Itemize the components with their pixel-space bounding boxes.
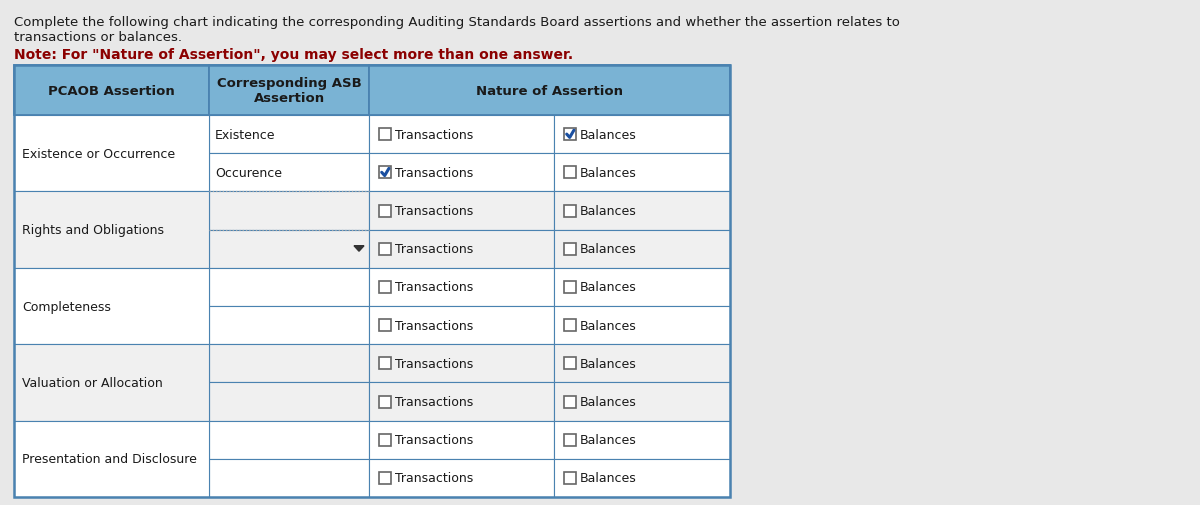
Bar — [379, 434, 391, 446]
Bar — [564, 281, 576, 293]
Text: Balances: Balances — [580, 433, 637, 446]
Bar — [379, 129, 391, 141]
Bar — [209, 344, 370, 383]
Bar — [379, 167, 391, 179]
Bar — [14, 66, 209, 116]
Bar — [379, 396, 391, 408]
Polygon shape — [354, 246, 364, 251]
Text: Transactions: Transactions — [395, 357, 473, 370]
Bar — [370, 154, 554, 192]
Bar — [370, 307, 554, 344]
Text: Existence: Existence — [215, 128, 276, 141]
Bar — [564, 434, 576, 446]
Bar — [564, 358, 576, 370]
Text: Balances: Balances — [580, 319, 637, 332]
Bar — [554, 154, 730, 192]
Text: Occurence: Occurence — [215, 167, 282, 179]
Bar — [14, 116, 209, 192]
Bar — [564, 396, 576, 408]
Bar — [370, 116, 554, 154]
Bar — [209, 459, 370, 497]
Text: Note: For "Nature of Assertion", you may select more than one answer.: Note: For "Nature of Assertion", you may… — [14, 48, 574, 62]
Bar — [14, 268, 209, 344]
Bar — [370, 268, 554, 307]
Text: Transactions: Transactions — [395, 205, 473, 218]
Bar — [554, 268, 730, 307]
Text: Balances: Balances — [580, 281, 637, 294]
Text: Balances: Balances — [580, 472, 637, 484]
Bar — [554, 192, 730, 230]
Text: Corresponding ASB
Assertion: Corresponding ASB Assertion — [217, 77, 361, 105]
Bar — [379, 205, 391, 217]
Text: Rights and Obligations: Rights and Obligations — [22, 224, 164, 237]
Text: Balances: Balances — [580, 395, 637, 408]
Text: Balances: Balances — [580, 128, 637, 141]
Bar — [209, 383, 370, 421]
Text: Transactions: Transactions — [395, 167, 473, 179]
Text: Existence or Occurrence: Existence or Occurrence — [22, 147, 175, 161]
Bar — [209, 192, 370, 230]
Text: Balances: Balances — [580, 205, 637, 218]
Text: Transactions: Transactions — [395, 128, 473, 141]
Text: PCAOB Assertion: PCAOB Assertion — [48, 84, 175, 97]
Bar — [370, 383, 554, 421]
Text: Valuation or Allocation: Valuation or Allocation — [22, 376, 163, 389]
Text: Complete the following chart indicating the corresponding Auditing Standards Boa: Complete the following chart indicating … — [14, 16, 900, 29]
Bar — [564, 243, 576, 255]
Text: transactions or balances.: transactions or balances. — [14, 31, 182, 44]
Text: Balances: Balances — [580, 243, 637, 256]
Bar — [554, 307, 730, 344]
Bar — [379, 358, 391, 370]
Bar — [370, 66, 730, 116]
Bar — [209, 230, 370, 268]
Bar — [370, 344, 554, 383]
Bar — [209, 268, 370, 307]
Bar — [379, 320, 391, 331]
Bar — [379, 281, 391, 293]
Bar — [14, 344, 209, 421]
Bar — [554, 116, 730, 154]
Bar — [209, 116, 370, 154]
Bar — [379, 243, 391, 255]
Bar — [554, 421, 730, 459]
Text: Completeness: Completeness — [22, 300, 110, 313]
Text: Transactions: Transactions — [395, 319, 473, 332]
Bar — [14, 192, 209, 268]
Bar — [564, 205, 576, 217]
Text: Presentation and Disclosure: Presentation and Disclosure — [22, 452, 197, 466]
Text: Transactions: Transactions — [395, 243, 473, 256]
Text: Transactions: Transactions — [395, 395, 473, 408]
Bar — [370, 459, 554, 497]
Text: Transactions: Transactions — [395, 281, 473, 294]
Text: Balances: Balances — [580, 357, 637, 370]
Bar — [554, 344, 730, 383]
Bar — [554, 459, 730, 497]
Bar — [14, 66, 730, 497]
Bar — [379, 472, 391, 484]
Bar — [209, 66, 370, 116]
Bar — [370, 421, 554, 459]
Bar — [564, 167, 576, 179]
Bar — [564, 320, 576, 331]
Text: Transactions: Transactions — [395, 433, 473, 446]
Bar — [554, 230, 730, 268]
Bar — [370, 192, 554, 230]
Text: Transactions: Transactions — [395, 472, 473, 484]
Text: Nature of Assertion: Nature of Assertion — [476, 84, 623, 97]
Bar — [554, 383, 730, 421]
Bar — [209, 307, 370, 344]
Bar — [564, 129, 576, 141]
Bar — [14, 421, 209, 497]
Bar — [564, 472, 576, 484]
Bar — [209, 154, 370, 192]
Text: Balances: Balances — [580, 167, 637, 179]
Bar — [209, 421, 370, 459]
Bar — [370, 230, 554, 268]
